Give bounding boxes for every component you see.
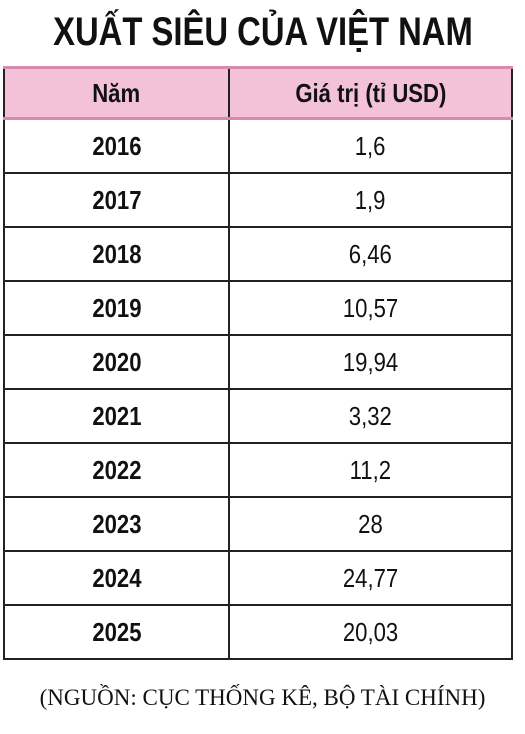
cell-text: 2017 <box>91 184 142 215</box>
table-row: 2019 10,57 <box>3 280 513 336</box>
cell-text: 20,03 <box>342 616 399 647</box>
table-body: 2016 1,6 2017 1,9 2018 6,46 2019 10,57 2020 19,94… <box>3 117 513 660</box>
value-cell: 6,46 <box>228 226 513 282</box>
year-cell: 2024 <box>3 550 230 606</box>
cell-text: 6,46 <box>348 238 393 269</box>
cell-text: 1,6 <box>355 130 386 161</box>
cell-text: 2018 <box>91 238 142 269</box>
table-row: 2018 6,46 <box>3 226 513 282</box>
source: (NGUỒN: CỤC THỐNG KÊ, BỘ TÀI CHÍNH) <box>39 685 486 710</box>
year-cell: 2020 <box>3 334 230 390</box>
cell-text: 2019 <box>91 292 142 323</box>
header-text: Giá trị (tỉ USD) <box>294 77 447 108</box>
value-cell: 11,2 <box>228 442 513 498</box>
cell-text: 1,9 <box>355 184 386 215</box>
cell-text: 2025 <box>91 616 142 647</box>
table-row: 2024 24,77 <box>3 550 513 606</box>
year-cell: 2021 <box>3 388 230 444</box>
cell-text: 2023 <box>91 508 142 539</box>
cell-text: 2016 <box>91 130 142 161</box>
cell-text: 2020 <box>91 346 142 377</box>
value-cell: 1,6 <box>228 117 513 174</box>
year-cell: 2018 <box>3 226 230 282</box>
table-row: 2022 11,2 <box>3 442 513 498</box>
value-cell: 19,94 <box>228 334 513 390</box>
value-cell: 28 <box>228 496 513 552</box>
value-cell: 24,77 <box>228 550 513 606</box>
header-cell: Giá trị (tỉ USD) <box>228 66 513 120</box>
value-cell: 1,9 <box>228 172 513 228</box>
table-row: 2021 3,32 <box>3 388 513 444</box>
year-cell: 2017 <box>3 172 230 228</box>
year-cell: 2025 <box>3 604 230 660</box>
year-cell: 2016 <box>3 117 230 174</box>
header-text: Năm <box>92 77 141 108</box>
value-cell: 20,03 <box>228 604 513 660</box>
header-row: Năm Giá trị (tỉ USD) <box>3 66 513 120</box>
cell-text: 24,77 <box>342 562 399 593</box>
year-cell: 2023 <box>3 496 230 552</box>
data-table: Năm Giá trị (tỉ USD) 2016 1,6 2017 1,9 2018 6,… <box>3 66 513 660</box>
cell-text: 28 <box>358 508 383 539</box>
value-cell: 3,32 <box>228 388 513 444</box>
table-row: 2023 28 <box>3 496 513 552</box>
year-cell: 2022 <box>3 442 230 498</box>
value-cell: 10,57 <box>228 280 513 336</box>
table-row: 2017 1,9 <box>3 172 513 228</box>
table-row: 2020 19,94 <box>3 334 513 390</box>
cell-text: 11,2 <box>349 454 392 485</box>
header-cell: Năm <box>3 66 230 120</box>
cell-text: 10,57 <box>342 292 399 323</box>
title-text: XUẤT SIÊU CỦA VIỆT NAM <box>52 10 473 54</box>
cell-text: 2021 <box>91 400 142 431</box>
cell-text: 2024 <box>91 562 142 593</box>
table-row: 2025 20,03 <box>3 604 513 660</box>
title: XUẤT SIÊU CỦA VIỆT NAM <box>0 8 525 56</box>
cell-text: 19,94 <box>342 346 399 377</box>
table-row: 2016 1,6 <box>3 117 513 174</box>
cell-text: 3,32 <box>348 400 393 431</box>
year-cell: 2019 <box>3 280 230 336</box>
cell-text: 2022 <box>91 454 142 485</box>
